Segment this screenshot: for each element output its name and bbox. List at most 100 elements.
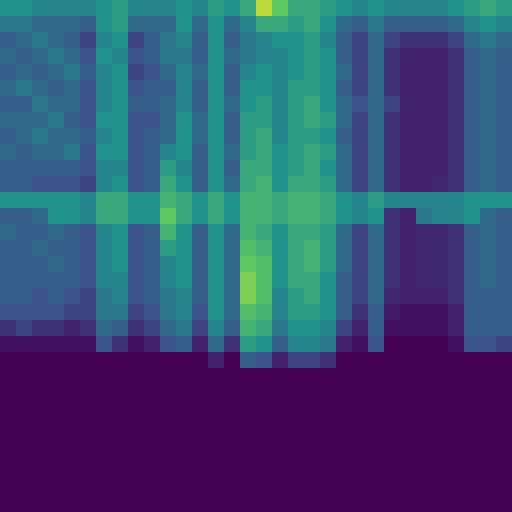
cell xyxy=(336,272,353,289)
cell xyxy=(208,192,225,209)
cell xyxy=(176,16,193,33)
cell xyxy=(176,416,193,433)
cell xyxy=(384,272,401,289)
heatmap-cells xyxy=(0,0,512,512)
cell xyxy=(64,192,81,209)
cell xyxy=(336,176,353,193)
cell xyxy=(144,80,161,97)
cell xyxy=(0,304,17,321)
cell xyxy=(176,128,193,145)
cell xyxy=(16,320,33,337)
cell xyxy=(448,352,465,369)
cell xyxy=(128,256,145,273)
cell xyxy=(80,368,97,385)
cell xyxy=(400,336,417,353)
cell xyxy=(112,80,129,97)
cell xyxy=(176,160,193,177)
cell xyxy=(432,0,449,17)
cell xyxy=(432,64,449,81)
cell xyxy=(48,320,65,337)
cell xyxy=(416,480,433,497)
cell xyxy=(288,256,305,273)
cell xyxy=(368,64,385,81)
cell xyxy=(352,160,369,177)
cell xyxy=(304,320,321,337)
cell xyxy=(128,352,145,369)
cell xyxy=(16,224,33,241)
cell xyxy=(208,448,225,465)
cell xyxy=(288,128,305,145)
cell xyxy=(144,64,161,81)
cell xyxy=(96,96,113,113)
cell xyxy=(144,96,161,113)
cell xyxy=(144,208,161,225)
cell xyxy=(416,304,433,321)
cell xyxy=(336,368,353,385)
cell xyxy=(432,176,449,193)
cell xyxy=(128,160,145,177)
cell xyxy=(416,96,433,113)
cell xyxy=(0,224,17,241)
cell xyxy=(368,400,385,417)
cell xyxy=(96,64,113,81)
cell xyxy=(112,480,129,497)
cell xyxy=(96,80,113,97)
cell xyxy=(320,368,337,385)
cell xyxy=(32,96,49,113)
cell xyxy=(336,384,353,401)
cell xyxy=(320,192,337,209)
cell xyxy=(384,336,401,353)
cell xyxy=(480,208,497,225)
cell xyxy=(384,400,401,417)
cell xyxy=(352,368,369,385)
cell xyxy=(160,48,177,65)
cell xyxy=(16,432,33,449)
cell xyxy=(32,400,49,417)
cell xyxy=(320,448,337,465)
cell xyxy=(384,0,401,17)
cell xyxy=(208,144,225,161)
cell xyxy=(192,144,209,161)
cell xyxy=(384,224,401,241)
cell xyxy=(176,32,193,49)
cell xyxy=(352,48,369,65)
cell xyxy=(320,16,337,33)
cell xyxy=(176,48,193,65)
cell xyxy=(464,80,481,97)
cell xyxy=(176,336,193,353)
cell xyxy=(448,192,465,209)
cell xyxy=(320,160,337,177)
cell xyxy=(240,224,257,241)
cell xyxy=(96,240,113,257)
cell xyxy=(192,64,209,81)
cell xyxy=(128,464,145,481)
cell xyxy=(192,432,209,449)
cell xyxy=(48,464,65,481)
cell xyxy=(256,448,273,465)
cell xyxy=(144,464,161,481)
cell xyxy=(0,336,17,353)
cell xyxy=(64,400,81,417)
cell xyxy=(80,288,97,305)
cell xyxy=(144,368,161,385)
cell xyxy=(80,480,97,497)
cell xyxy=(288,112,305,129)
cell xyxy=(368,208,385,225)
cell xyxy=(80,224,97,241)
cell xyxy=(416,352,433,369)
cell xyxy=(192,160,209,177)
cell xyxy=(416,64,433,81)
cell xyxy=(240,288,257,305)
cell xyxy=(336,208,353,225)
cell xyxy=(272,240,289,257)
cell xyxy=(336,416,353,433)
cell xyxy=(480,80,497,97)
cell xyxy=(80,400,97,417)
cell xyxy=(400,176,417,193)
cell xyxy=(192,208,209,225)
cell xyxy=(480,224,497,241)
cell xyxy=(448,272,465,289)
cell xyxy=(464,256,481,273)
cell xyxy=(400,400,417,417)
cell xyxy=(48,416,65,433)
